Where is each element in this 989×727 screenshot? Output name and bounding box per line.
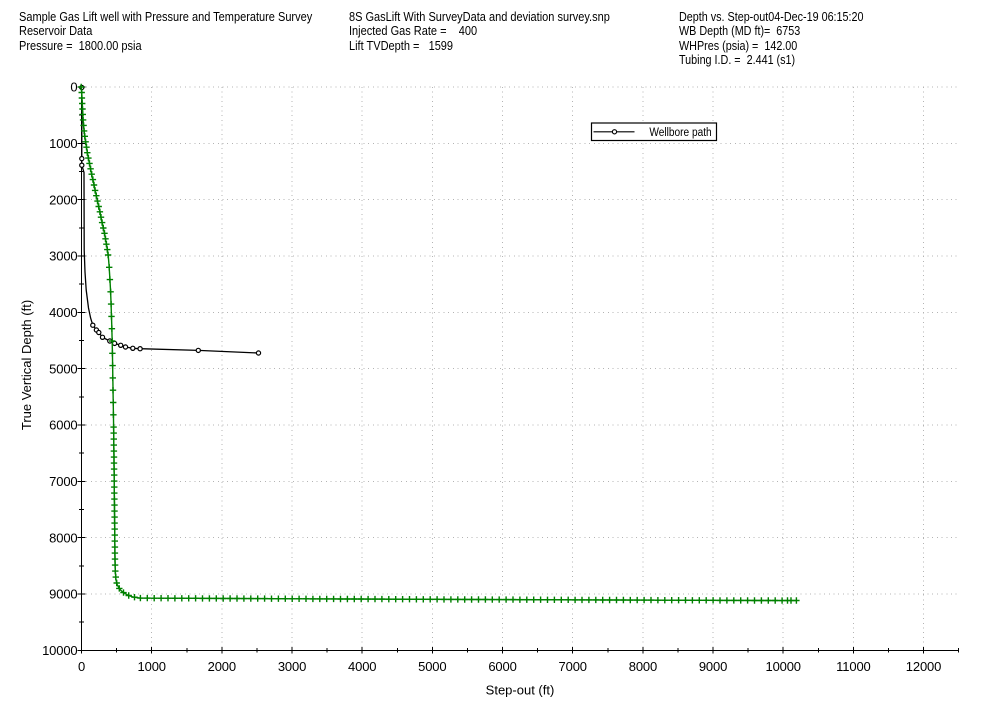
svg-text:6000: 6000 — [49, 418, 77, 433]
svg-text:9000: 9000 — [49, 587, 77, 602]
svg-text:7000: 7000 — [49, 474, 77, 489]
svg-text:10000: 10000 — [42, 643, 77, 658]
svg-text:5000: 5000 — [49, 361, 77, 376]
svg-text:0: 0 — [70, 80, 77, 95]
svg-text:4000: 4000 — [49, 305, 77, 320]
svg-text:4000: 4000 — [348, 659, 376, 674]
svg-text:8000: 8000 — [629, 659, 657, 674]
svg-text:3000: 3000 — [278, 659, 306, 674]
svg-text:8000: 8000 — [49, 530, 77, 545]
svg-text:12000: 12000 — [906, 659, 941, 674]
svg-text:9000: 9000 — [699, 659, 727, 674]
svg-text:10000: 10000 — [765, 659, 800, 674]
svg-text:Wellbore path: Wellbore path — [649, 126, 711, 139]
svg-text:0: 0 — [78, 659, 85, 674]
svg-text:1000: 1000 — [49, 136, 77, 151]
svg-text:2000: 2000 — [49, 192, 77, 207]
svg-text:5000: 5000 — [418, 659, 446, 674]
svg-text:6000: 6000 — [488, 659, 516, 674]
svg-text:11000: 11000 — [836, 659, 870, 674]
svg-text:1000: 1000 — [138, 659, 166, 674]
svg-text:Step-out (ft): Step-out (ft) — [486, 683, 555, 698]
svg-text:3000: 3000 — [49, 249, 77, 264]
svg-text:2000: 2000 — [208, 659, 236, 674]
svg-text:True Vertical Depth (ft): True Vertical Depth (ft) — [19, 300, 34, 430]
svg-text:7000: 7000 — [559, 659, 587, 674]
